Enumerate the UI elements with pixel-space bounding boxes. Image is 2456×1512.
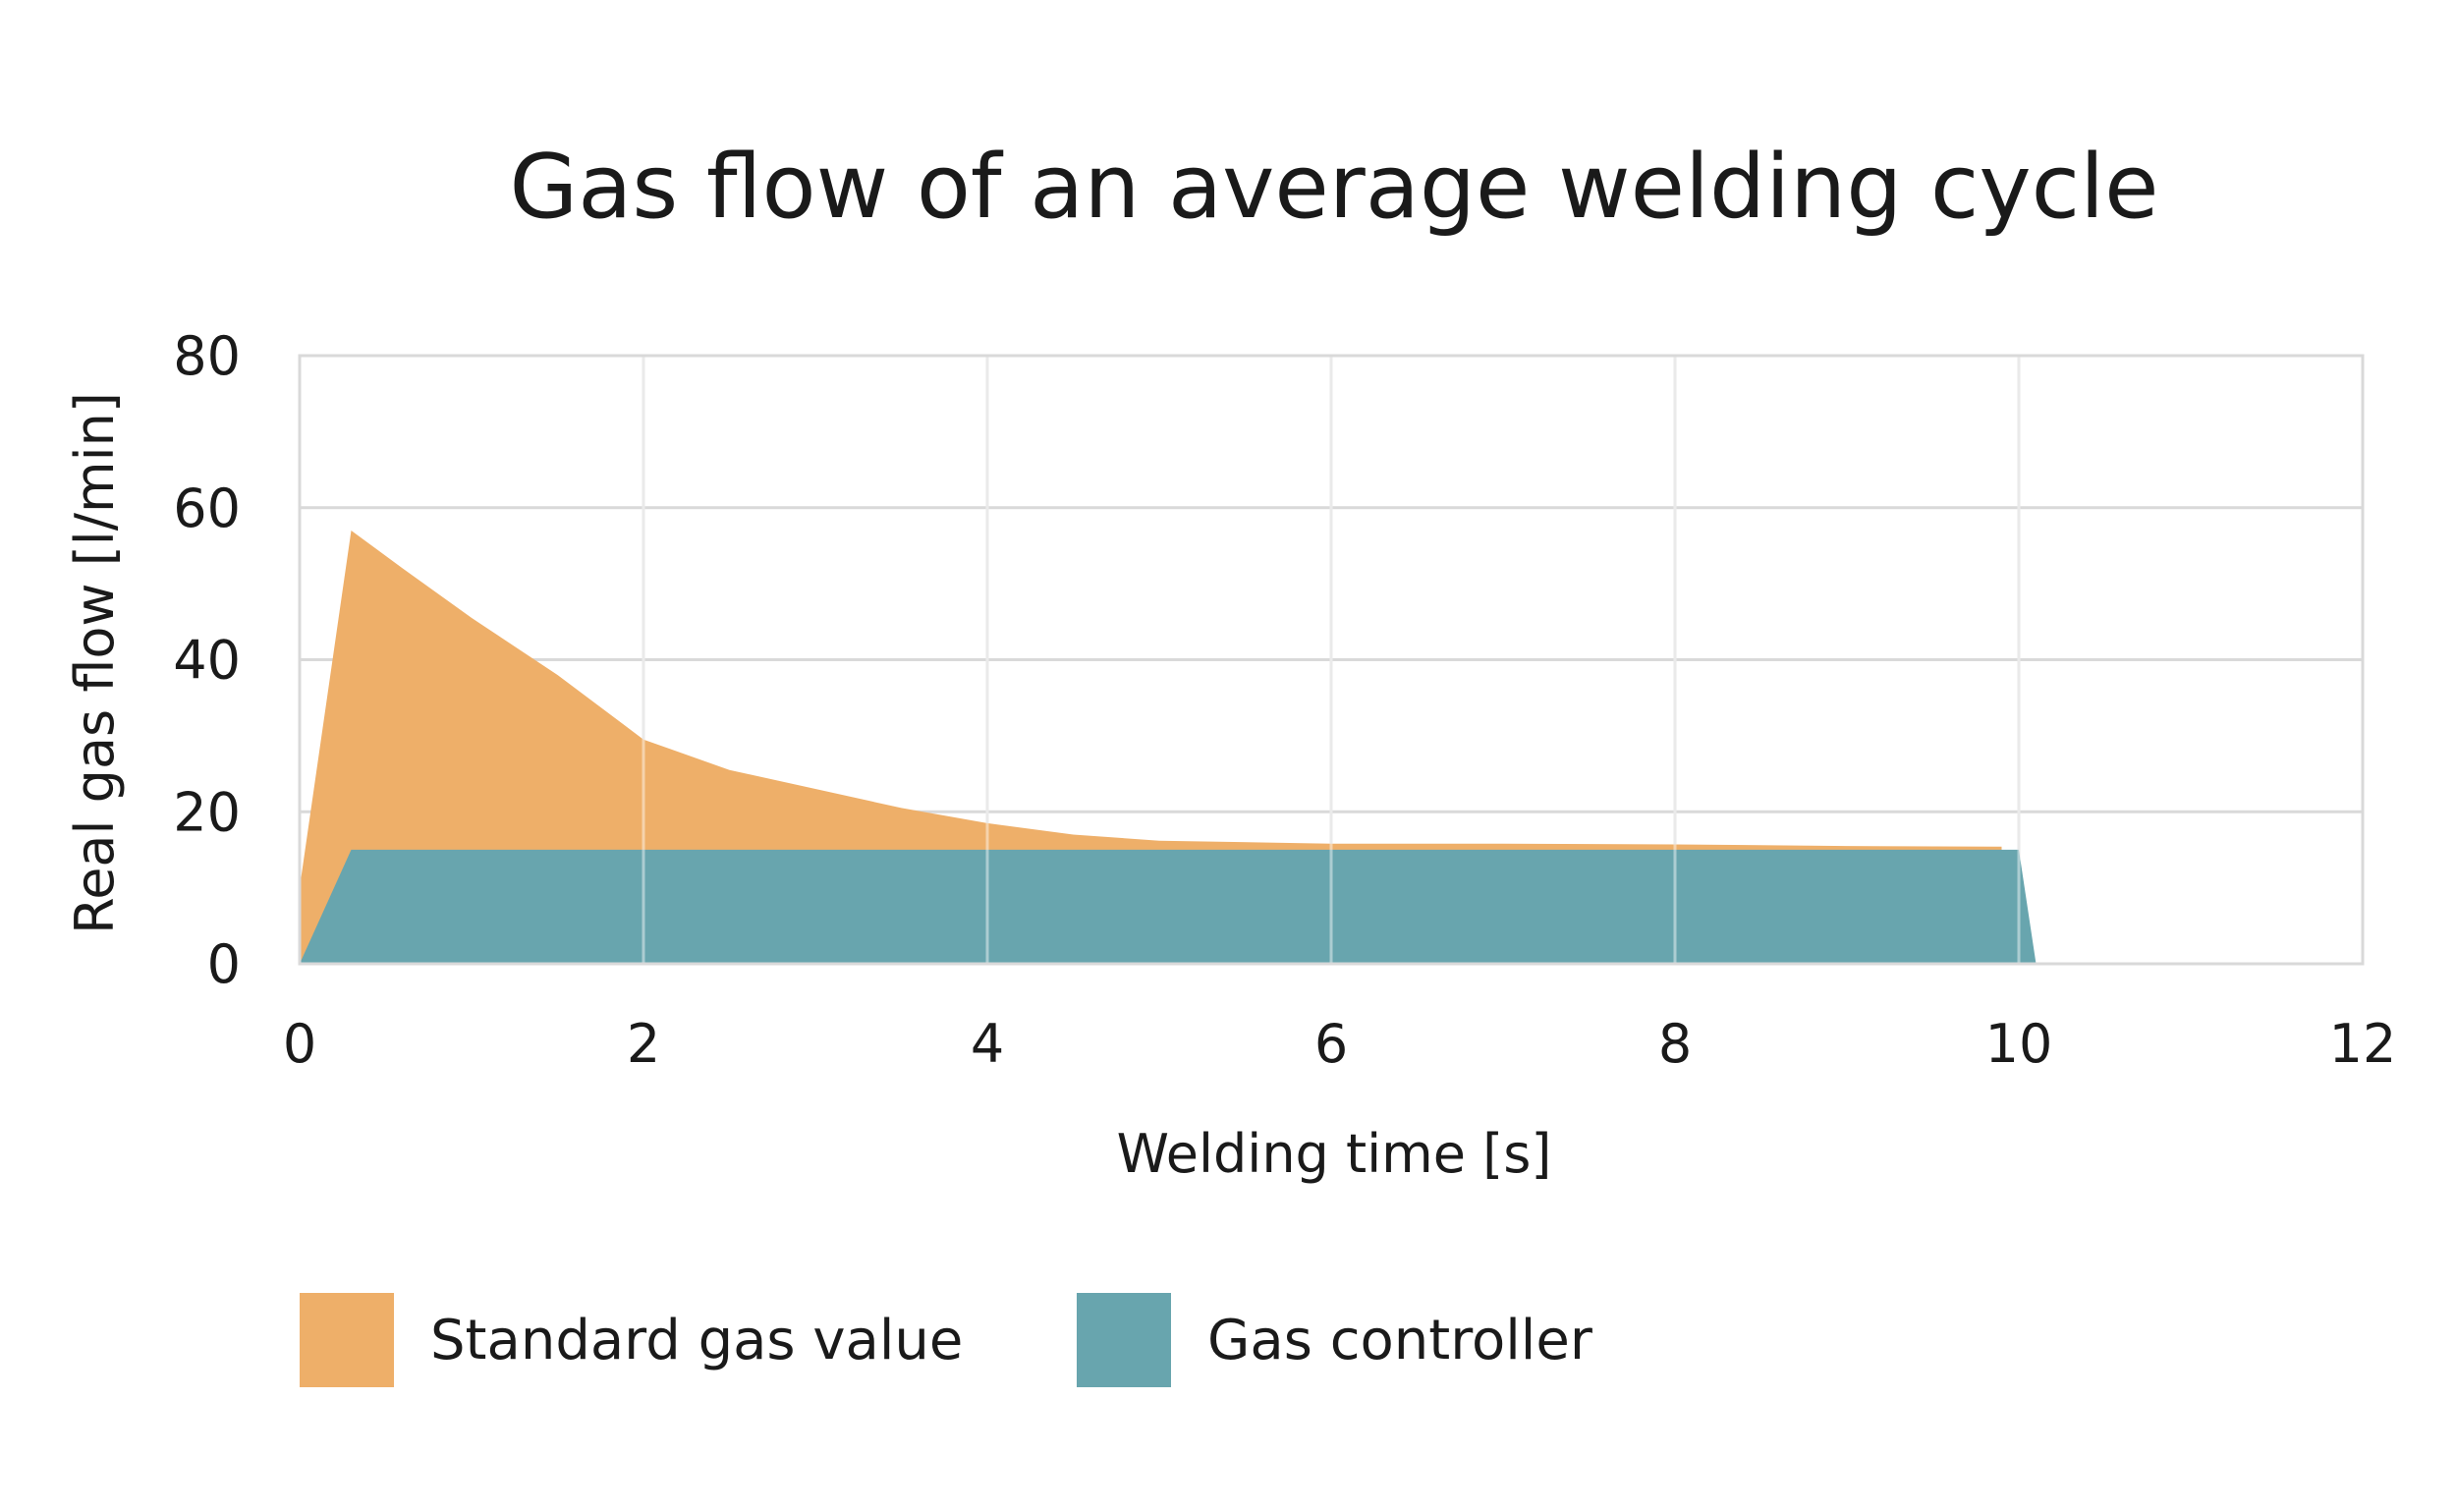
x-tick-label: 6 xyxy=(1314,1013,1348,1075)
x-tick-label: 0 xyxy=(283,1013,316,1075)
y-tick-label: 60 xyxy=(173,477,241,539)
y-tick-label: 40 xyxy=(173,630,241,692)
plot-border xyxy=(298,354,2365,966)
y-tick-label: 20 xyxy=(173,781,241,843)
area-series-1 xyxy=(300,849,2037,964)
legend-item-1: Gas controller xyxy=(1077,1293,1593,1387)
x-axis-label: Welding time [s] xyxy=(1117,1123,1552,1185)
chart-title: Gas flow of an average welding cycle xyxy=(509,136,2158,239)
legend-label: Standard gas value xyxy=(430,1309,963,1372)
y-tick-label: 80 xyxy=(173,325,241,387)
x-tick-label: 8 xyxy=(1658,1013,1692,1075)
legend-item-0: Standard gas value xyxy=(300,1293,963,1387)
plot-areas xyxy=(300,531,2037,964)
legend: Standard gas value Gas controller xyxy=(300,1293,1593,1387)
legend-swatch xyxy=(300,1293,394,1387)
x-tick-labels: 0 2 4 6 8 10 12 xyxy=(283,1013,2397,1075)
y-axis-label: Real gas flow [l/min] xyxy=(64,392,126,934)
legend-swatch xyxy=(1077,1293,1171,1387)
plot-frame xyxy=(298,354,2365,966)
y-tick-labels: 0 20 40 60 80 xyxy=(173,325,241,995)
legend-label: Gas controller xyxy=(1207,1309,1593,1372)
x-tick-label: 4 xyxy=(971,1013,1004,1075)
x-tick-label: 10 xyxy=(1985,1013,2053,1075)
x-tick-label: 12 xyxy=(2329,1013,2397,1075)
y-tick-label: 0 xyxy=(207,933,241,995)
x-tick-label: 2 xyxy=(627,1013,660,1075)
